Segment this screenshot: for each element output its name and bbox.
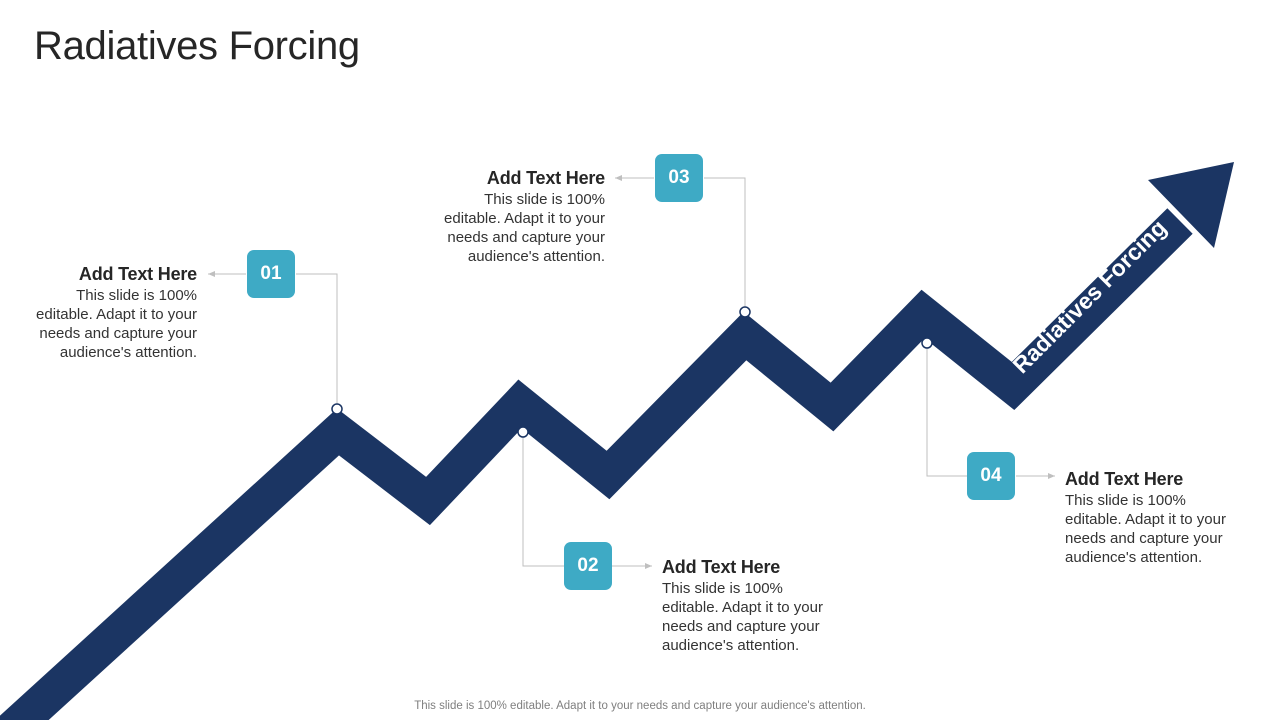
step-callout-01: Add Text Here This slide is 100% editabl… [22, 264, 197, 362]
zigzag-arrow-head [1148, 162, 1234, 248]
step-badge-02: 02 [564, 542, 612, 590]
step-badge-04: 04 [967, 452, 1015, 500]
step-callout-02: Add Text Here This slide is 100% editabl… [662, 557, 837, 655]
slide-title: Radiatives Forcing [34, 24, 360, 68]
step-body-03: This slide is 100% editable. Adapt it to… [444, 191, 605, 265]
step-badge-03: 03 [655, 154, 703, 202]
connector-02 [522, 432, 564, 567]
step-body-04: This slide is 100% editable. Adapt it to… [1065, 492, 1226, 566]
anchor-dot-03 [739, 306, 751, 318]
step-heading-01: Add Text Here [78, 264, 197, 284]
step-heading-03: Add Text Here [486, 168, 605, 188]
anchor-dot-01 [331, 403, 343, 415]
step-heading-02: Add Text Here [662, 557, 781, 577]
connector-04 [926, 343, 967, 477]
step-body-02: This slide is 100% editable. Adapt it to… [662, 580, 823, 654]
footer-note: This slide is 100% editable. Adapt it to… [414, 700, 866, 712]
arrow-label: Radiatives Forcing [1007, 214, 1171, 378]
anchor-dot-04 [921, 337, 933, 349]
anchor-dot-02 [517, 426, 529, 438]
step-callout-03: Add Text Here This slide is 100% editabl… [430, 168, 605, 266]
step-badge-01: 01 [247, 250, 295, 298]
zigzag-arrow-body [0, 208, 1193, 720]
step-callout-04: Add Text Here This slide is 100% editabl… [1065, 469, 1240, 567]
connector-01 [296, 273, 338, 409]
step-heading-04: Add Text Here [1065, 469, 1184, 489]
step-body-01: This slide is 100% editable. Adapt it to… [36, 287, 197, 361]
connector-03 [704, 177, 746, 312]
